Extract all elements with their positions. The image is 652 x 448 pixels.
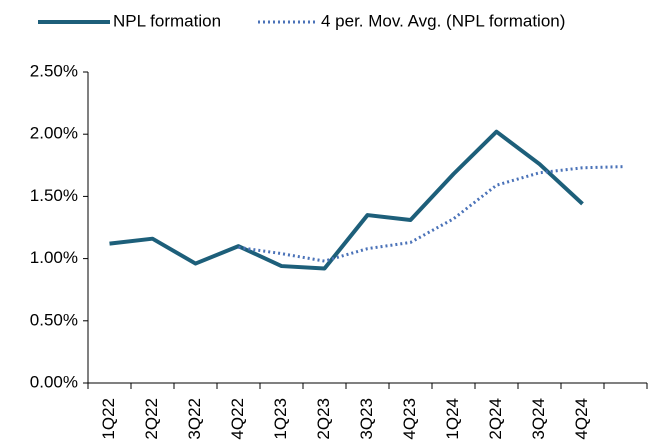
x-tick-label: 3Q22 (185, 398, 204, 440)
series-line (109, 129, 584, 271)
legend-label: 4 per. Mov. Avg. (NPL formation) (321, 11, 565, 30)
y-tick-label: 2.50% (30, 61, 78, 80)
y-tick-label: 1.50% (30, 186, 78, 205)
series-line (238, 165, 626, 263)
x-tick-label: 4Q24 (572, 398, 591, 440)
x-tick-label: 2Q24 (486, 398, 505, 440)
x-tick-label: 1Q22 (99, 398, 118, 440)
x-tick-label: 2Q22 (142, 398, 161, 440)
y-tick-label: 0.00% (30, 372, 78, 391)
x-tick-label: 4Q22 (228, 398, 247, 440)
legend-label: NPL formation (113, 11, 221, 30)
y-tick-label: 2.00% (30, 124, 78, 143)
x-tick-label: 2Q23 (314, 398, 333, 440)
x-tick-label: 1Q24 (443, 398, 462, 440)
y-tick-label: 0.50% (30, 310, 78, 329)
y-tick-label: 1.00% (30, 248, 78, 267)
x-tick-label: 4Q23 (400, 398, 419, 440)
x-tick-label: 3Q24 (529, 398, 548, 440)
x-tick-label: 1Q23 (271, 398, 290, 440)
x-tick-label: 3Q23 (357, 398, 376, 440)
